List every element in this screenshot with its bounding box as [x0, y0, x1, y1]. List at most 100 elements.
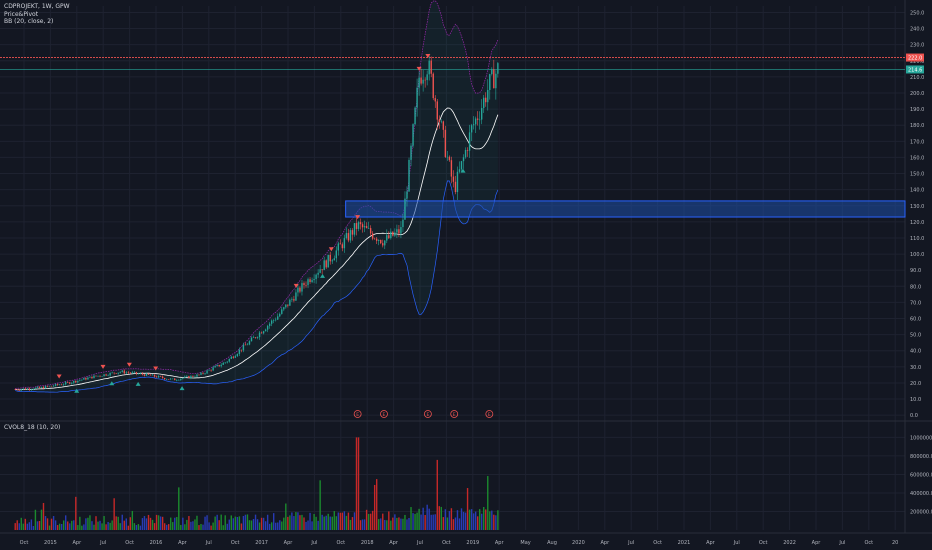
pivot-high-marker — [126, 362, 132, 367]
candle-body — [434, 98, 436, 102]
volume-bar — [462, 511, 465, 530]
volume-bar — [24, 518, 27, 530]
price-axis-tick-label: 130.0 — [910, 204, 924, 210]
candle-body — [452, 176, 455, 182]
candle-body — [93, 375, 95, 379]
candle-body — [190, 375, 192, 378]
candle-body — [234, 356, 237, 358]
candle-body — [432, 73, 434, 99]
volume-bar — [454, 517, 457, 530]
time-axis-tick-label: Apr — [812, 540, 822, 546]
candle-body — [38, 386, 41, 388]
candle-body — [172, 378, 174, 380]
volume-bar — [470, 509, 473, 530]
price-axis-tick-label: 200.0 — [910, 91, 924, 97]
resistance-price-label: 222.0 — [908, 56, 922, 62]
candle-body — [119, 371, 121, 373]
volume-bar — [222, 525, 224, 530]
volume-bar — [236, 516, 239, 530]
candle-body — [442, 121, 445, 130]
candle-body — [353, 223, 356, 235]
candle-body — [149, 374, 152, 376]
time-axis-tick-label: Oct — [125, 540, 134, 546]
candle-body — [472, 124, 475, 126]
candle-body — [277, 316, 279, 320]
candle-body — [420, 77, 422, 84]
price-axis-tick-label: 10.0 — [910, 397, 921, 403]
volume-bar — [311, 521, 313, 530]
volume-bar — [26, 523, 29, 530]
volume-bar — [426, 504, 428, 530]
volume-bar — [151, 519, 154, 530]
candle-body — [371, 233, 374, 239]
candle-body — [85, 378, 87, 380]
time-axis-tick-label: Jul — [627, 540, 634, 546]
candle-body — [446, 156, 449, 158]
candle-body — [428, 60, 430, 75]
candle-body — [71, 382, 73, 384]
candle-body — [317, 272, 319, 275]
candle-body — [321, 269, 323, 271]
candle-body — [157, 375, 160, 378]
volume-bar — [317, 520, 319, 530]
volume-bar — [67, 521, 69, 530]
volume-bar — [105, 524, 107, 530]
candle-body — [375, 238, 378, 241]
candle-body — [42, 387, 45, 389]
candle-body — [402, 219, 404, 228]
candle-body — [117, 372, 119, 374]
volume-bar — [153, 523, 156, 530]
volume-bar — [410, 507, 412, 530]
volume-bar — [291, 512, 293, 530]
candle-body — [264, 329, 267, 332]
support-zone — [345, 200, 906, 218]
indicator-price-pivot: Price&Pivot — [4, 10, 39, 18]
volume-bar — [273, 513, 275, 530]
volume-bar — [79, 516, 81, 530]
volume-bar — [123, 520, 125, 530]
volume-bar — [420, 514, 422, 530]
volume-bar — [62, 520, 65, 530]
volume-bar — [109, 522, 111, 530]
volume-bar — [93, 524, 95, 530]
volume-bar — [54, 520, 57, 530]
earnings-event-label: E — [426, 412, 429, 418]
candle-body — [285, 304, 287, 308]
time-axis-tick-label: 2015 — [44, 540, 57, 546]
candle-body — [458, 169, 461, 172]
candle-body — [220, 364, 222, 367]
volume-bar — [464, 512, 467, 530]
pivot-high-marker — [100, 364, 106, 369]
candle-body — [145, 373, 148, 376]
volume-bar — [307, 520, 309, 530]
candle-body — [363, 226, 366, 228]
volume-bar — [283, 517, 285, 530]
price-axis-tick-label: 120.0 — [910, 220, 924, 226]
candle-body — [388, 235, 390, 239]
candle-body — [36, 386, 39, 388]
candle-body — [244, 344, 247, 346]
volume-bar — [56, 525, 59, 530]
volume-bar — [458, 518, 461, 530]
candle-body — [204, 373, 206, 374]
volume-bar — [20, 517, 22, 530]
candle-body — [107, 375, 109, 376]
candle-body — [22, 388, 24, 390]
volume-bar — [230, 515, 232, 530]
candle-body — [230, 356, 232, 359]
candle-body — [186, 376, 188, 377]
candle-body — [323, 260, 325, 271]
volume-bar — [353, 512, 356, 530]
candle-body — [325, 260, 327, 268]
volume-bar — [468, 509, 471, 530]
volume-bar — [321, 514, 323, 530]
candle-body — [127, 372, 130, 373]
candle-body — [170, 378, 172, 380]
volume-bar — [357, 437, 360, 530]
volume-bar — [141, 518, 144, 530]
volume-bar — [232, 518, 235, 530]
candle-body — [174, 378, 176, 381]
time-axis-tick-label: Apr — [706, 540, 716, 546]
candle-body — [139, 373, 142, 374]
